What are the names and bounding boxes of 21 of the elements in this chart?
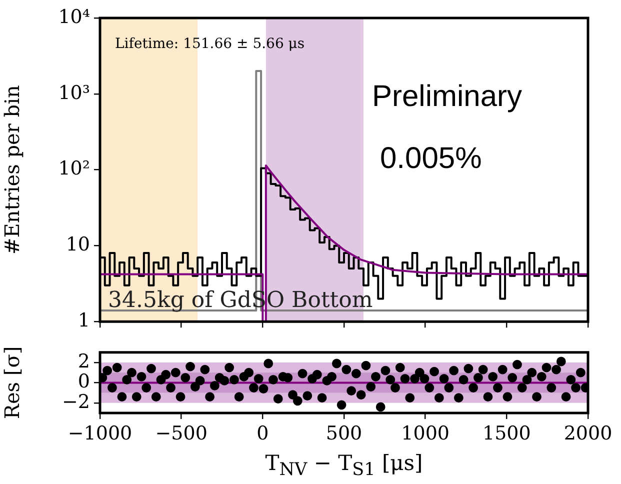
annotation: Lifetime: 151.66 ± 5.66 μs [115,36,305,52]
x-tick-label: 1000 [401,422,450,444]
x-axis-title: T$_{NV}$ − T$_{S1}$ [μs] [264,450,424,482]
x-tick-label: −1000 [68,422,132,444]
x-tick-label: −500 [155,422,208,444]
y-tick-label: 10⁴ [58,6,90,28]
y-tick-label: 10 [66,234,90,256]
x-tick-label: 2000 [564,422,612,444]
y-tick-label: −2 [62,390,90,413]
y-tick-label: 10³ [58,82,90,104]
y-tick-label: 10² [58,158,90,180]
annotation: Preliminary [372,80,522,113]
x-tick-label: 1500 [482,422,531,444]
y-tick-label: 2 [78,350,90,372]
y-axis-title: #Entries per bin [0,85,24,254]
annotation: 0.005% [380,142,482,175]
x-tick-label: 0 [256,422,269,444]
y-axis-title: Res [σ] [0,346,24,420]
y-tick-label: 1 [78,310,90,332]
x-tick-label: 500 [326,422,362,444]
y-tick-label: 0 [78,370,90,393]
